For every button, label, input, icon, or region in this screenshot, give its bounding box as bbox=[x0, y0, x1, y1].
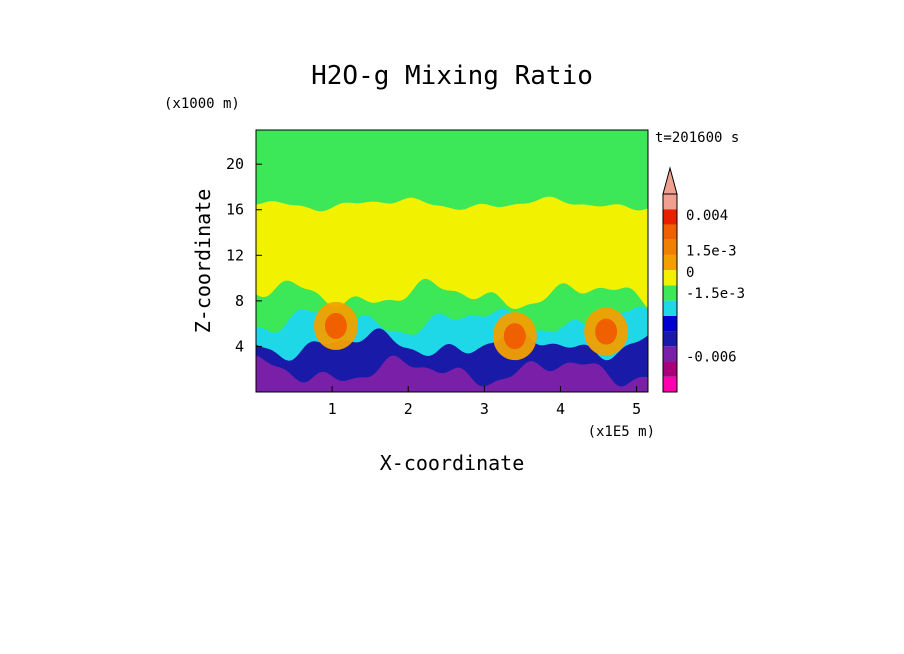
anomaly-core bbox=[503, 323, 526, 350]
colorbar-swatch bbox=[663, 346, 677, 362]
colorbar-swatch bbox=[663, 285, 677, 301]
y-tick-label: 4 bbox=[235, 337, 244, 355]
y-axis-label: Z-coordinate bbox=[191, 189, 215, 334]
time-label: t=201600 s bbox=[655, 130, 739, 146]
x-tick-label: 1 bbox=[328, 400, 337, 418]
plot-area bbox=[256, 130, 648, 392]
colorbar-swatch bbox=[663, 194, 677, 210]
x-tick-label: 2 bbox=[404, 400, 413, 418]
x-axis-label: X-coordinate bbox=[380, 451, 525, 475]
colorbar-arrow bbox=[662, 166, 678, 195]
colorbar-swatch bbox=[663, 376, 677, 392]
colorbar-swatch bbox=[663, 239, 677, 255]
colorbar-swatch bbox=[663, 224, 677, 240]
colorbar-swatch bbox=[663, 300, 677, 316]
colorbar: 0.004 1.5e-3 0 -1.5e-3 -0.006 bbox=[662, 166, 745, 393]
x-tick-label: 4 bbox=[556, 400, 565, 418]
colorbar-label: 0 bbox=[686, 265, 694, 281]
colorbar-swatch bbox=[663, 254, 677, 271]
anomaly-core bbox=[595, 318, 618, 345]
y-tick-label: 20 bbox=[226, 155, 244, 173]
colorbar-swatch bbox=[663, 270, 677, 286]
y-unit-label: (x1000 m) bbox=[164, 96, 240, 112]
y-tick-label: 12 bbox=[226, 246, 244, 264]
colorbar-label: 0.004 bbox=[686, 208, 728, 224]
contour-band bbox=[256, 355, 648, 392]
x-tick-label: 3 bbox=[480, 400, 489, 418]
x-unit-label: (x1E5 m) bbox=[588, 424, 655, 440]
colorbar-frame bbox=[662, 193, 678, 393]
chart-title: H2O-g Mixing Ratio bbox=[311, 61, 593, 91]
y-tick-label: 16 bbox=[226, 201, 244, 219]
colorbar-label: -0.006 bbox=[686, 350, 737, 366]
y-tick-label: 8 bbox=[235, 292, 244, 310]
colorbar-swatch bbox=[663, 331, 677, 347]
colorbar-swatch bbox=[663, 361, 677, 377]
colorbar-label: -1.5e-3 bbox=[686, 286, 745, 302]
anomaly-core bbox=[324, 312, 347, 339]
x-tick-label: 5 bbox=[632, 400, 641, 418]
colorbar-swatch bbox=[663, 209, 677, 225]
plot-frame bbox=[255, 129, 649, 393]
colorbar-swatch bbox=[663, 315, 677, 332]
colorbar-label: 1.5e-3 bbox=[686, 244, 737, 260]
